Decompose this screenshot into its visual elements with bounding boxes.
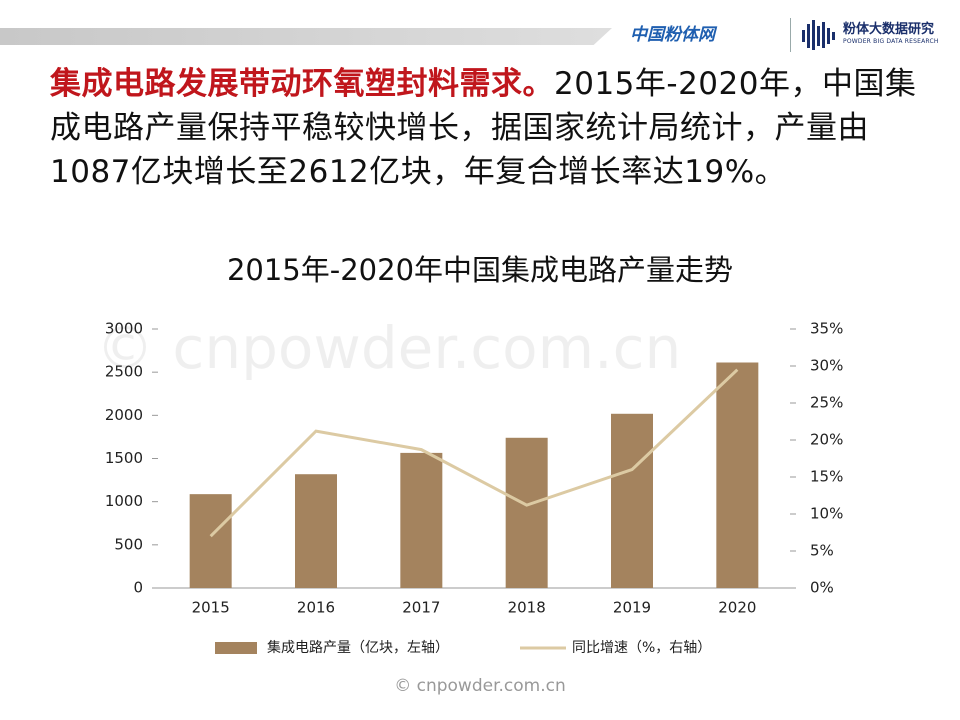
logo-icon (802, 20, 835, 50)
y-tick-label: 1500 (105, 449, 143, 467)
bar (716, 362, 759, 588)
y2-tick-label: 10% (810, 505, 843, 523)
bar (505, 437, 548, 588)
x-tick-label: 2018 (508, 599, 546, 617)
watermark-large: © cnpowder.com.cn (96, 314, 681, 382)
bar (611, 413, 653, 588)
logo-main: 中国粉体网 (630, 25, 715, 45)
chart-title: 2015年-2020年中国集成电路产量走势 (227, 253, 733, 287)
x-tick-label: 2016 (297, 599, 335, 617)
x-tick-label: 2020 (718, 599, 756, 617)
x-tick-label: 2015 (192, 599, 230, 617)
paragraph: 集成电路发展带动环氧塑封料需求。2015年-2020年，中国集成电路产量保持平稳… (50, 62, 930, 194)
y-tick-label: 0 (133, 579, 143, 597)
separator (790, 18, 791, 52)
y2-tick-label: 0% (810, 579, 834, 597)
y-tick-label: 1000 (105, 492, 143, 510)
line (209, 368, 739, 538)
y2-tick-label: 15% (810, 468, 843, 486)
highlight-text: 集成电路发展带动环氧塑封料需求。 (50, 66, 554, 102)
y-tick-label: 500 (114, 535, 143, 553)
header-bar (0, 28, 612, 45)
watermark: © cnpowder.com.cn (394, 676, 566, 696)
y-tick-label: 2000 (105, 406, 143, 424)
body-text: 2015年-2020年，中国集成电路产量保持平稳较快增长，据国家统计局统计，产量… (50, 66, 917, 190)
logo-research-sub: POWDER BIG DATA RESEARCH (843, 38, 939, 45)
x-tick-label: 2019 (613, 599, 651, 617)
legend-swatch (215, 642, 257, 654)
y2-tick-label: 5% (810, 542, 834, 560)
logo-research: 粉体大数据研究 (843, 22, 935, 37)
y2-tick-label: 30% (810, 357, 843, 375)
legend-label: 同比增速（%，右轴） (572, 640, 711, 656)
legend-label: 集成电路产量（亿块，左轴） (267, 639, 449, 656)
x-tick-label: 2017 (402, 599, 440, 617)
y2-tick-label: 25% (810, 394, 843, 412)
y2-tick-label: 20% (810, 431, 843, 449)
y-tick-label: 2500 (105, 363, 143, 381)
bar (295, 474, 337, 588)
bar (189, 494, 232, 588)
y2-tick-label: 35% (810, 320, 843, 338)
bar (400, 452, 443, 588)
y-tick-label: 3000 (105, 320, 143, 338)
